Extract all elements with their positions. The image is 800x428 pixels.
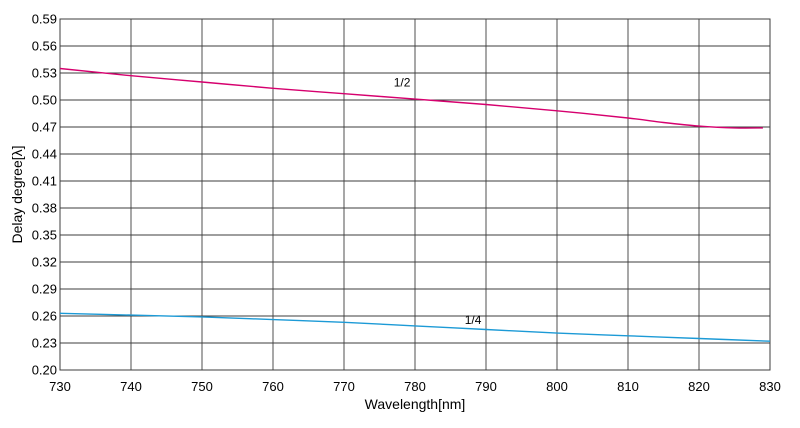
y-tick-label: 0.59 [32, 12, 57, 27]
x-tick-label: 820 [688, 379, 710, 394]
y-tick-label: 0.32 [32, 255, 57, 270]
y-tick-label: 0.41 [32, 174, 57, 189]
x-tick-label: 810 [617, 379, 639, 394]
y-tick-label: 0.35 [32, 228, 57, 243]
y-tick-labels: 0.20 0.23 0.26 0.29 0.32 0.35 0.38 0.41 0.44 0.47… [32, 12, 57, 378]
y-tick-label: 0.29 [32, 282, 57, 297]
annotations: 1/2 1/4 [394, 76, 482, 328]
plot-frame [59, 18, 771, 371]
y-tick-label: 0.56 [32, 39, 57, 54]
x-tick-label: 780 [404, 379, 426, 394]
x-axis-label: Wavelength[nm] [365, 396, 466, 412]
y-tick-label: 0.47 [32, 120, 57, 135]
x-tick-labels: 730 740 750 760 770 780 790 800 810 820 830 [49, 379, 781, 394]
y-tick-label: 0.38 [32, 201, 57, 216]
x-tick-label: 830 [759, 379, 781, 394]
y-axis-label: Delay degree[λ] [9, 145, 25, 243]
series-line-1-4 [59, 312, 771, 342]
series-label: 1/2 [394, 76, 411, 90]
x-tick-label: 730 [49, 379, 71, 394]
series-label: 1/4 [465, 313, 482, 327]
y-tick-label: 0.53 [32, 66, 57, 81]
y-tick-label: 0.23 [32, 336, 57, 351]
x-tick-label: 800 [546, 379, 568, 394]
grid-lines [59, 18, 771, 371]
x-tick-label: 760 [262, 379, 284, 394]
series-layer [59, 67, 771, 342]
x-tick-label: 750 [191, 379, 213, 394]
y-tick-label: 0.50 [32, 93, 57, 108]
x-tick-label: 790 [475, 379, 497, 394]
series-line-1-2 [59, 67, 763, 129]
x-tick-label: 770 [333, 379, 355, 394]
y-tick-label: 0.20 [32, 363, 57, 378]
y-tick-label: 0.44 [32, 147, 57, 162]
y-tick-label: 0.26 [32, 309, 57, 324]
x-tick-label: 740 [120, 379, 142, 394]
